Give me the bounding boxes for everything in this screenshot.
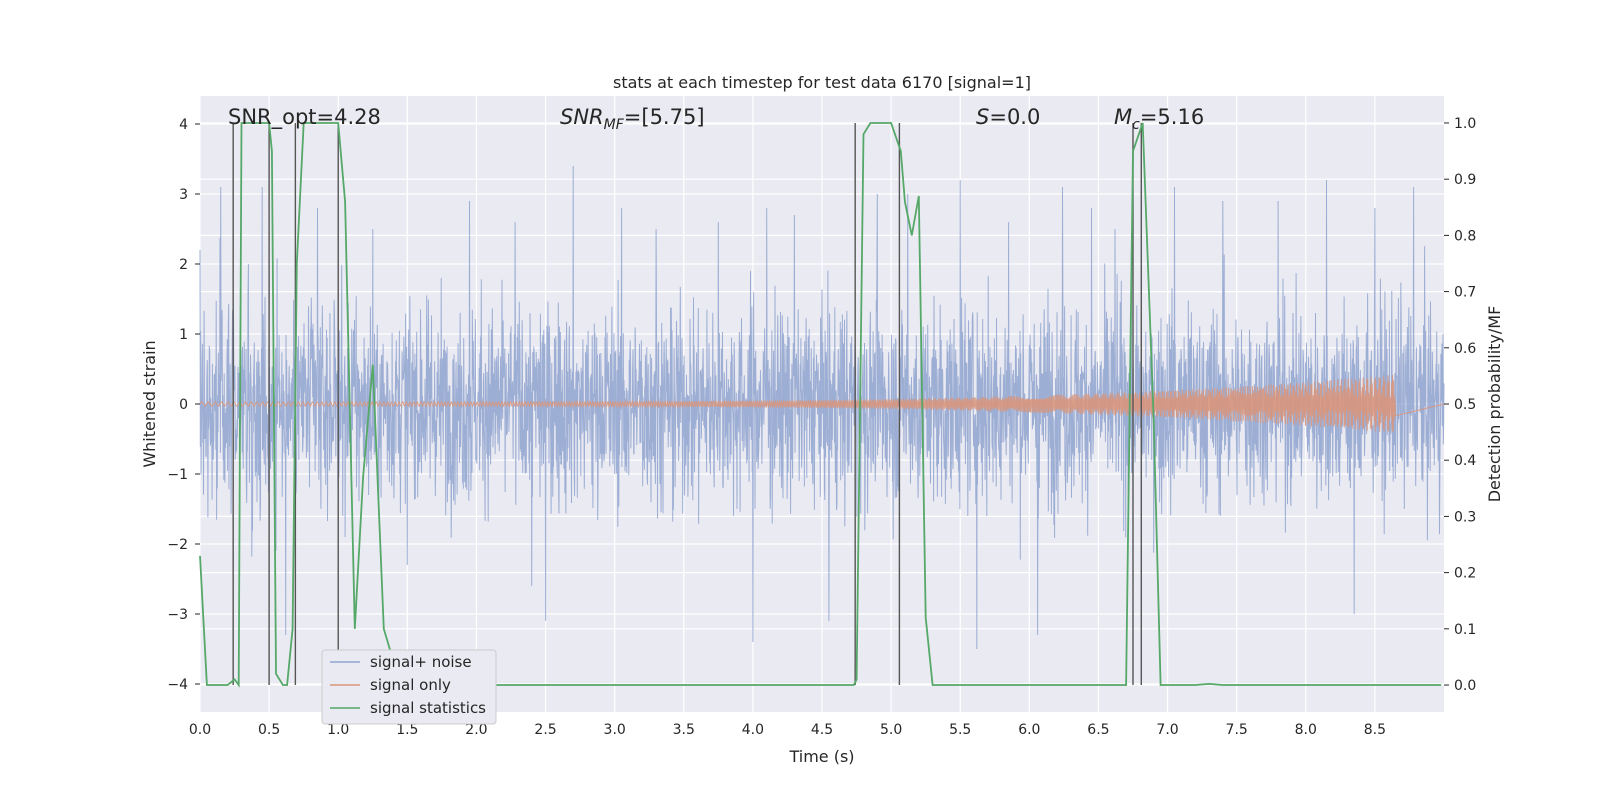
x-tick-label: 8.5 [1364,722,1386,738]
legend-label-signal-plus-noise: signal+ noise [370,653,472,671]
y-axis-label: Whitened strain [140,340,159,467]
y2-axis-label: Detection probability/MF [1485,306,1504,503]
annotation-snr-mf-main: SNR [560,105,604,129]
y-axis-ticks: 4 3 2 1 0 −1 −2 −3 −4 [167,117,200,693]
annotation-mc-main: M [1114,105,1132,129]
y2-axis-ticks: 1.0 0.9 0.8 0.7 0.6 0.5 0.4 0.3 0.2 0.1 0.0 [1444,116,1476,694]
x-tick-label: 5.0 [880,722,902,738]
annotation-s-main: S [976,105,989,129]
annotation-s: S=0.0 [976,105,1040,129]
y2-tick-label: 0.9 [1454,172,1476,188]
y-tick-label: 0 [179,397,188,413]
x-tick-label: 3.0 [604,722,626,738]
x-tick-label: 8.0 [1295,722,1317,738]
y2-tick-label: 0.4 [1454,453,1476,469]
x-tick-label: 0.5 [258,722,280,738]
legend: signal+ noise signal only signal statist… [321,649,497,725]
series-signal-only [199,374,1445,433]
x-tick-label: 0.0 [189,722,211,738]
y-tick-label: −3 [167,607,188,623]
x-tick-label: 1.5 [396,722,418,738]
legend-label-signal-only: signal only [370,676,451,694]
y-tick-label: −1 [167,467,188,483]
y2-tick-label: 0.5 [1454,397,1476,413]
legend-label-signal-statistics: signal statistics [370,699,486,717]
annotation-snr-opt: SNR_opt=4.28 [228,105,381,130]
x-tick-label: 2.0 [465,722,487,738]
chart-title: stats at each timestep for test data 617… [613,73,1031,92]
y2-tick-label: 0.7 [1454,285,1476,301]
annotation-mc-rest: =5.16 [1140,105,1204,129]
annotation-mc: Mc=5.16 [1114,105,1204,133]
signal-statistics-line [199,122,1442,688]
x-tick-label: 6.0 [1018,722,1040,738]
y2-tick-label: 0.2 [1454,566,1476,582]
series-signal-plus-noise [199,165,1445,650]
y2-tick-label: 0.6 [1454,341,1476,357]
x-tick-label: 3.5 [673,722,695,738]
y2-tick-label: 1.0 [1454,116,1476,132]
annotation-snr-mf-rest: =[5.75] [624,105,705,129]
annotation-snr-mf-sub: MF [604,117,625,133]
x-tick-label: 7.0 [1156,722,1178,738]
x-tick-label: 1.0 [327,722,349,738]
y-tick-label: 1 [179,327,188,343]
y-tick-label: −4 [167,677,188,693]
y-tick-label: 4 [179,117,188,133]
legend-box [321,649,497,725]
annotation-mc-sub: c [1132,117,1140,133]
y-tick-label: −2 [167,537,188,553]
annotation-snr-mf: SNRMF=[5.75] [560,105,705,133]
y2-tick-label: 0.0 [1454,678,1476,694]
x-tick-label: 2.5 [534,722,556,738]
x-tick-label: 5.5 [949,722,971,738]
x-tick-label: 4.5 [811,722,833,738]
y-tick-label: 3 [179,187,188,203]
x-tick-label: 7.5 [1226,722,1248,738]
x-axis-label: Time (s) [788,747,854,766]
x-axis-ticks: 0.0 0.5 1.0 1.5 2.0 2.5 3.0 3.5 4.0 4.5 5.0 5.5 6.0 6… [189,722,1386,738]
x-tick-label: 6.5 [1087,722,1109,738]
signal-plus-noise-line [199,165,1445,650]
signal-only-line [199,374,1445,433]
y2-tick-label: 0.1 [1454,622,1476,638]
y2-tick-label: 0.8 [1454,228,1476,244]
series-signal-statistics [199,122,1442,688]
y2-tick-label: 0.3 [1454,509,1476,525]
x-tick-label: 4.0 [742,722,764,738]
annotation-s-rest: =0.0 [989,105,1040,129]
y-tick-label: 2 [179,257,188,273]
